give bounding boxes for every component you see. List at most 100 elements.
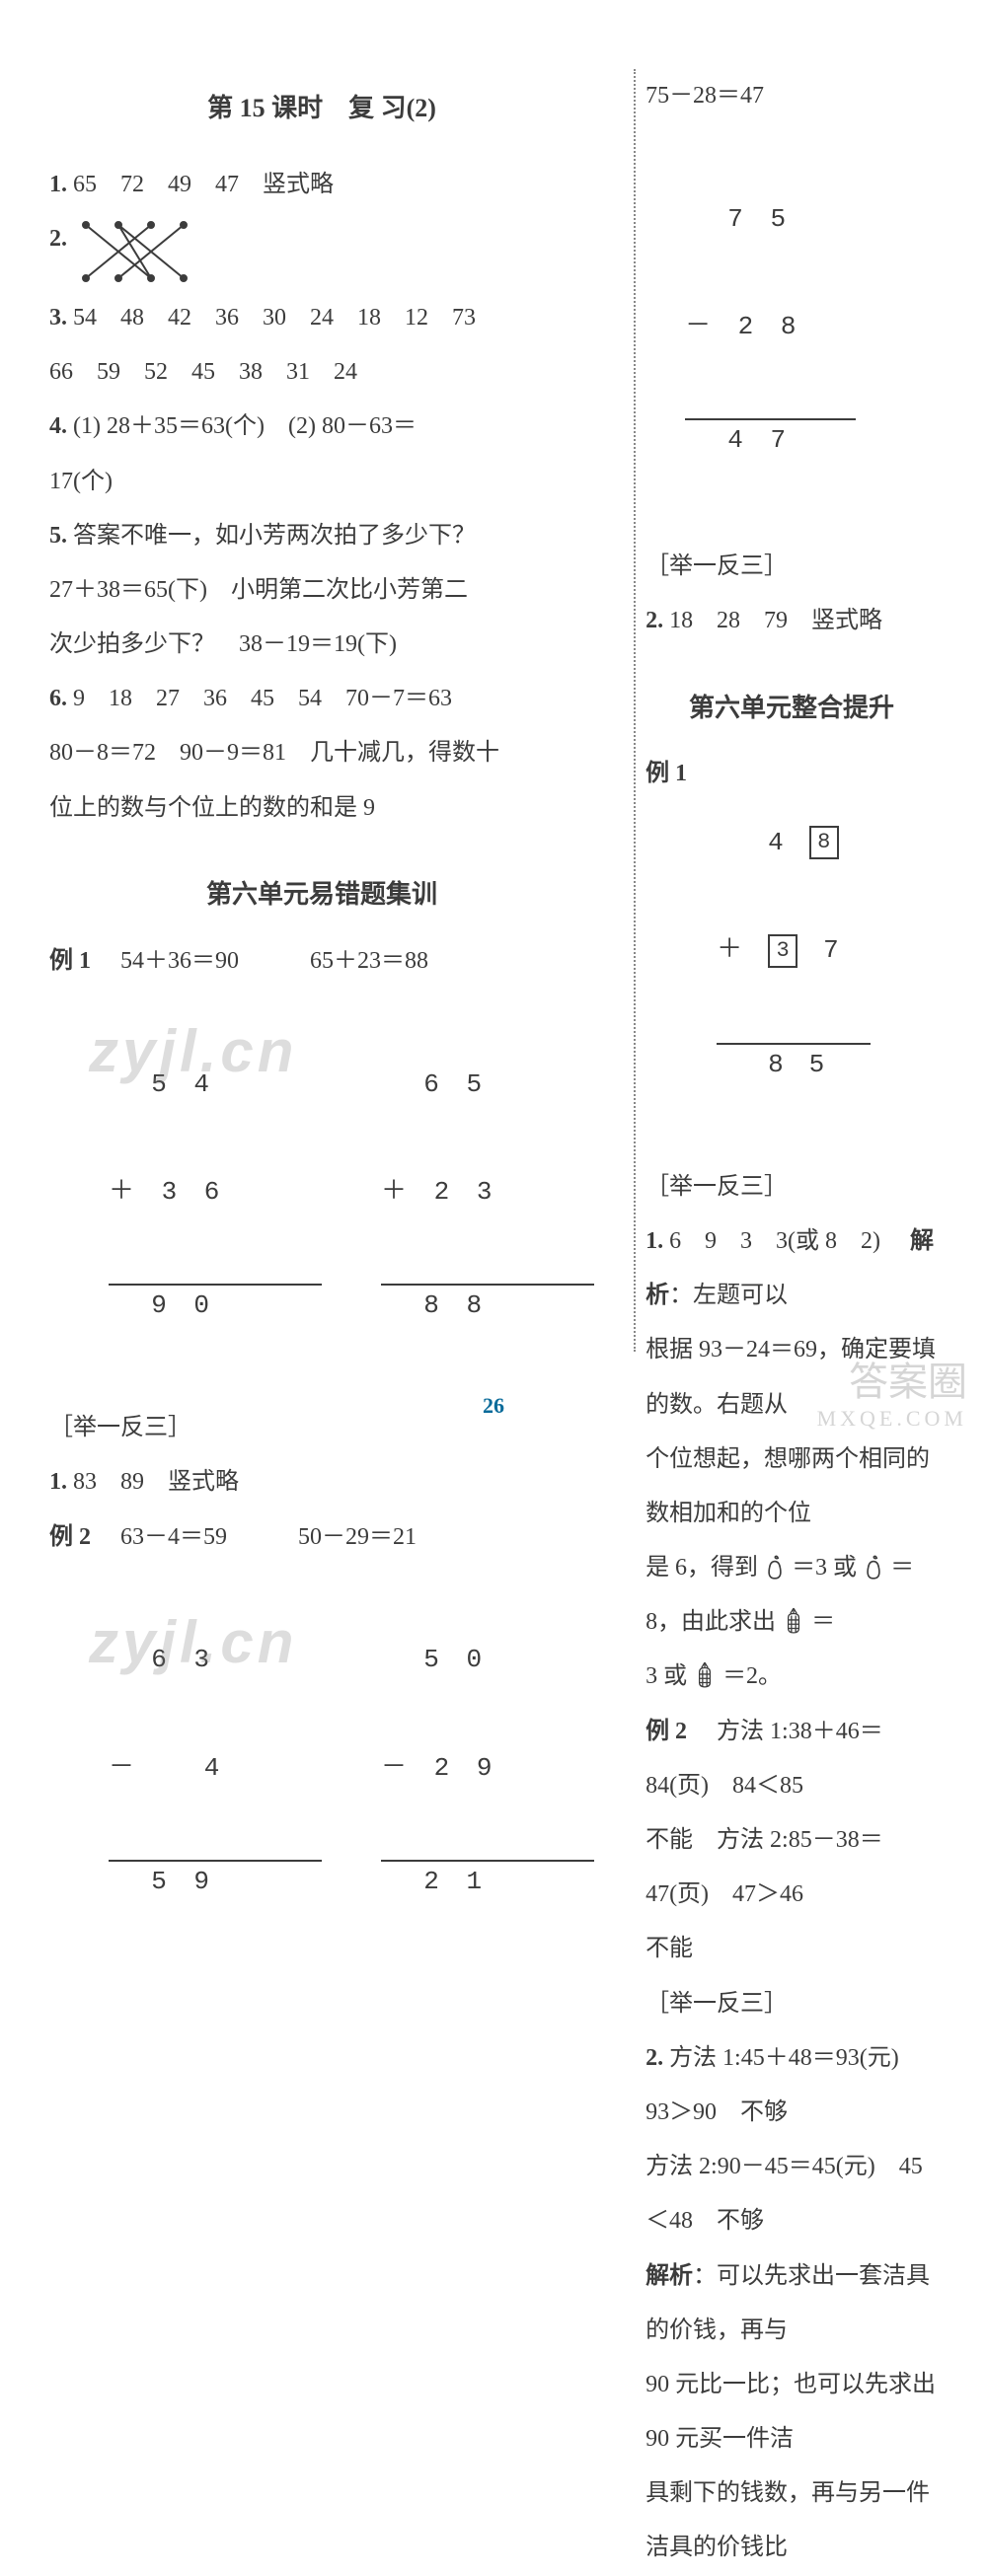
ex1-va-mid: ＋ 3 6 xyxy=(109,1174,322,1210)
r-ex1-r2-op: ＋ xyxy=(717,935,742,965)
pear-icon xyxy=(863,1555,884,1581)
r-jy2-jiexi-label: 解析 xyxy=(645,2263,693,2289)
match-diagram-icon xyxy=(71,212,190,291)
r-top-v-top: 7 5 xyxy=(685,201,856,237)
q3-row2: 66 59 52 45 38 31 24 xyxy=(49,345,594,400)
ex1-vb-mid: ＋ 2 3 xyxy=(381,1174,594,1210)
r-jy2-label: 2. xyxy=(645,2045,663,2071)
r-ex1-ans: 8 5 xyxy=(717,1043,871,1082)
r-jy1-l5b: ＝2。 xyxy=(722,1663,782,1689)
r-jy1-t1: ：左题可以 xyxy=(669,1283,788,1308)
q6b: 80－8＝72 90－9＝81 几十减几，得数十 xyxy=(49,726,594,780)
q1-label: 1. xyxy=(49,172,67,197)
r-ex2-l1: 例 2 方法 1:38＋46＝84(页) 84＜85 xyxy=(645,1705,938,1813)
jyfs1: ［举一反三］ xyxy=(49,1401,594,1455)
jy-q1-label: 1. xyxy=(49,1469,67,1495)
pineapple-icon xyxy=(782,1607,805,1635)
ex1-va-ans: 9 0 xyxy=(109,1284,322,1323)
ex2-va-ans: 5 9 xyxy=(109,1860,322,1899)
q1: 1. 65 72 49 47 竖式略 xyxy=(49,158,594,212)
q1-text: 65 72 49 47 竖式略 xyxy=(73,172,334,197)
section-zhts-title: 第六单元整合提升 xyxy=(645,679,938,738)
r-jy1-vals: 6 9 3 3(或 8 2) xyxy=(669,1228,904,1254)
q3-row1-text: 54 48 42 36 30 24 18 12 73 xyxy=(73,305,476,331)
lesson-title: 第 15 课时 复 习(2) xyxy=(49,79,594,138)
ex2-va-mid: － 4 xyxy=(109,1750,322,1786)
r-jy1-l4a: 是 6，得到 xyxy=(645,1555,764,1581)
r-top-vstack: 7 5 － 2 8 4 7 xyxy=(685,129,856,530)
r-jy1-l4b: ＝3 或 xyxy=(792,1555,863,1581)
q3-row1: 3. 54 48 42 36 30 24 18 12 73 xyxy=(49,291,594,345)
r-ex2-label: 例 2 xyxy=(645,1719,687,1744)
q5a: 5. 答案不唯一，如小芳两次拍了多少下？ xyxy=(49,509,594,563)
r-jyfs3: ［举一反三］ xyxy=(645,1977,938,2031)
page: 第 15 课时 复 习(2) 1. 65 72 49 47 竖式略 2. xyxy=(0,0,987,1451)
ex1-eq-text: 54＋36＝90 65＋23＝88 xyxy=(97,948,428,974)
pear-icon xyxy=(764,1555,786,1581)
r-top-eq: 75－28＝47 xyxy=(645,69,938,123)
ex2-vb-ans: 2 1 xyxy=(381,1860,594,1899)
r-jy-q2-label: 2. xyxy=(645,608,663,633)
r-jyfs1: ［举一反三］ xyxy=(645,540,938,594)
r-ex1-row2: ＋ 3 7 xyxy=(717,932,871,968)
r-jy1-l5a: 3 或 xyxy=(645,1663,693,1689)
q6c: 位上的数与个位上的数的和是 9 xyxy=(49,781,594,836)
r-jy1-l4d: ＝ xyxy=(811,1609,835,1635)
ex1-label: 例 1 xyxy=(49,948,91,974)
ex1-va: 5 4 ＋ 3 6 9 0 xyxy=(109,994,322,1395)
ex1-eq: 例 1 54＋36＝90 65＋23＝88 xyxy=(49,934,594,989)
r-top-v-ans: 4 7 xyxy=(685,418,856,458)
q5-label: 5. xyxy=(49,523,67,549)
ex1-vb: 6 5 ＋ 2 3 8 8 xyxy=(381,994,594,1395)
q2-label: 2. xyxy=(49,212,67,266)
r-jy2-l1: 2. 方法 1:45＋48＝93(元) 93＞90 不够 xyxy=(645,2031,938,2140)
q4-text: (1) 28＋35＝63(个) (2) 80－63＝ xyxy=(73,413,417,439)
r-ex2-l3: 不能 xyxy=(645,1922,938,1976)
q4: 4. (1) 28＋35＝63(个) (2) 80－63＝ xyxy=(49,400,594,454)
q2: 2. xyxy=(49,212,594,291)
r-jy1-l3: 个位想起，想哪两个相同的数相加和的个位 xyxy=(645,1433,938,1541)
r-jy2-l1-text: 方法 1:45＋48＝93(元) 93＞90 不够 xyxy=(645,2045,923,2125)
ex2-vb-mid: － 2 9 xyxy=(381,1750,594,1786)
r-jy2-l4: 90 元比一比；也可以先求出 90 元买一件洁 xyxy=(645,2358,938,2466)
pineapple-icon xyxy=(693,1661,717,1689)
r-jyfs2: ［举一反三］ xyxy=(645,1160,938,1214)
r-jy2-l3: 解析：可以先求出一套洁具的价钱，再与 xyxy=(645,2249,938,2358)
q6a: 6. 9 18 27 36 45 54 70－7＝63 xyxy=(49,672,594,726)
q5c: 次少拍多少下？ 38－19＝19(下) xyxy=(49,618,594,672)
r-ex1-label: 例 1 xyxy=(645,747,687,801)
r-ex1-r1-left: 4 xyxy=(768,828,784,857)
r-ex1-row1: 4 8 xyxy=(717,825,871,860)
ex1-va-top: 5 4 xyxy=(109,1067,322,1102)
r-jy-q2: 2. 18 28 79 竖式略 xyxy=(645,594,938,648)
r-jy-q2-text: 18 28 79 竖式略 xyxy=(669,608,882,633)
two-columns: 第 15 课时 复 习(2) 1. 65 72 49 47 竖式略 2. xyxy=(49,69,938,1352)
r-ex1: 例 1 4 8 ＋ 3 7 8 5 xyxy=(645,747,938,1159)
r-ex1-vstack: 4 8 ＋ 3 7 8 5 xyxy=(717,753,871,1153)
left-column: 第 15 课时 复 习(2) 1. 65 72 49 47 竖式略 2. xyxy=(49,69,604,1352)
ex2-label: 例 2 xyxy=(49,1524,91,1550)
r-jy2-l2: 方法 2:90－45＝45(元) 45＜48 不够 xyxy=(645,2140,938,2248)
ex2-eq: 例 2 63－4＝59 50－29＝21 xyxy=(49,1510,594,1565)
page-number: 26 xyxy=(483,1381,504,1432)
r-ex1-r2-box: 3 xyxy=(768,934,797,968)
q5b: 27＋38＝65(下) 小明第二次比小芳第二 xyxy=(49,563,594,618)
ex2-va: 6 3 － 4 5 9 xyxy=(109,1571,322,1971)
ex2-vstacks: zyjl.cn 6 3 － 4 5 9 5 0 － 2 9 2 1 xyxy=(109,1565,594,1977)
ex2-va-top: 6 3 xyxy=(109,1642,322,1677)
q4-label: 4. xyxy=(49,413,67,439)
jy-q1-text: 83 89 竖式略 xyxy=(73,1469,239,1495)
r-jy1-label: 1. xyxy=(645,1228,663,1254)
q6a-text: 9 18 27 36 45 54 70－7＝63 xyxy=(73,686,452,711)
q5a-text: 答案不唯一，如小芳两次拍了多少下？ xyxy=(73,523,476,549)
r-jy2-l5: 具剩下的钱数，再与另一件洁具的价钱比 xyxy=(645,2466,938,2575)
ex1-vstacks: zyjl.cn 5 4 ＋ 3 6 9 0 6 5 ＋ 2 3 8 8 xyxy=(109,989,594,1401)
ex2-eq-text: 63－4＝59 50－29＝21 xyxy=(97,1524,417,1550)
r-jy1-l1: 1. 6 9 3 3(或 8 2) 解析：左题可以 xyxy=(645,1214,938,1323)
ex1-vb-top: 6 5 xyxy=(381,1067,594,1102)
r-jy1-l2: 根据 93－24＝69，确定要填的数。右题从 xyxy=(645,1323,938,1432)
ex2-vb: 5 0 － 2 9 2 1 xyxy=(381,1571,594,1971)
q4b: 17(个) xyxy=(49,455,594,509)
ex2-vb-top: 5 0 xyxy=(381,1642,594,1677)
jy-q1: 1. 83 89 竖式略 xyxy=(49,1455,594,1509)
